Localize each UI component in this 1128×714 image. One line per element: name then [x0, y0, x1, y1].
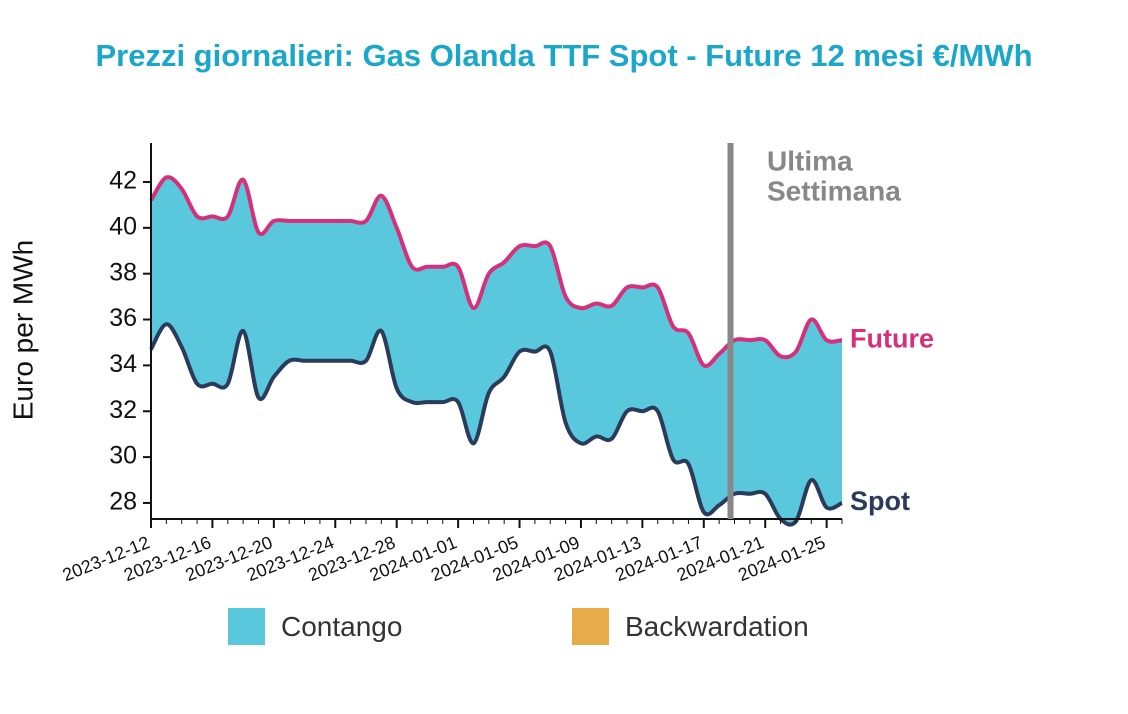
y-tick-label: 34	[109, 350, 137, 378]
legend-swatch-contango	[228, 608, 265, 645]
legend-item-contango: Contango	[228, 608, 402, 645]
legend-item-backwardation: Backwardation	[572, 608, 809, 645]
series-line-spot	[149, 322, 843, 527]
y-tick-label: 38	[109, 258, 137, 286]
last-week-label: Ultima	[767, 145, 853, 176]
series-lines-layer: Future Spot	[149, 175, 934, 527]
chart-title: Prezzi giornalieri: Gas Olanda TTF Spot …	[95, 38, 1033, 73]
y-tick-label: 40	[109, 212, 137, 240]
legend-label-contango: Contango	[281, 610, 403, 642]
series-label-future: Future	[850, 323, 934, 353]
series-label-spot: Spot	[850, 486, 910, 516]
legend-label-backwardation: Backwardation	[625, 610, 809, 642]
last-week-label: Settimana	[767, 175, 901, 206]
y-tick-label: 42	[109, 167, 137, 195]
y-axis-label: Euro per MWh	[7, 240, 38, 421]
contango-area	[151, 177, 842, 525]
y-tick-label: 30	[109, 442, 137, 470]
series-line-future	[149, 175, 843, 369]
contango-area-layer	[151, 177, 842, 525]
y-tick-label: 32	[109, 396, 137, 424]
legend-swatch-backwardation	[572, 608, 609, 645]
y-tick-label: 36	[109, 304, 137, 332]
y-tick-label: 28	[109, 488, 137, 516]
